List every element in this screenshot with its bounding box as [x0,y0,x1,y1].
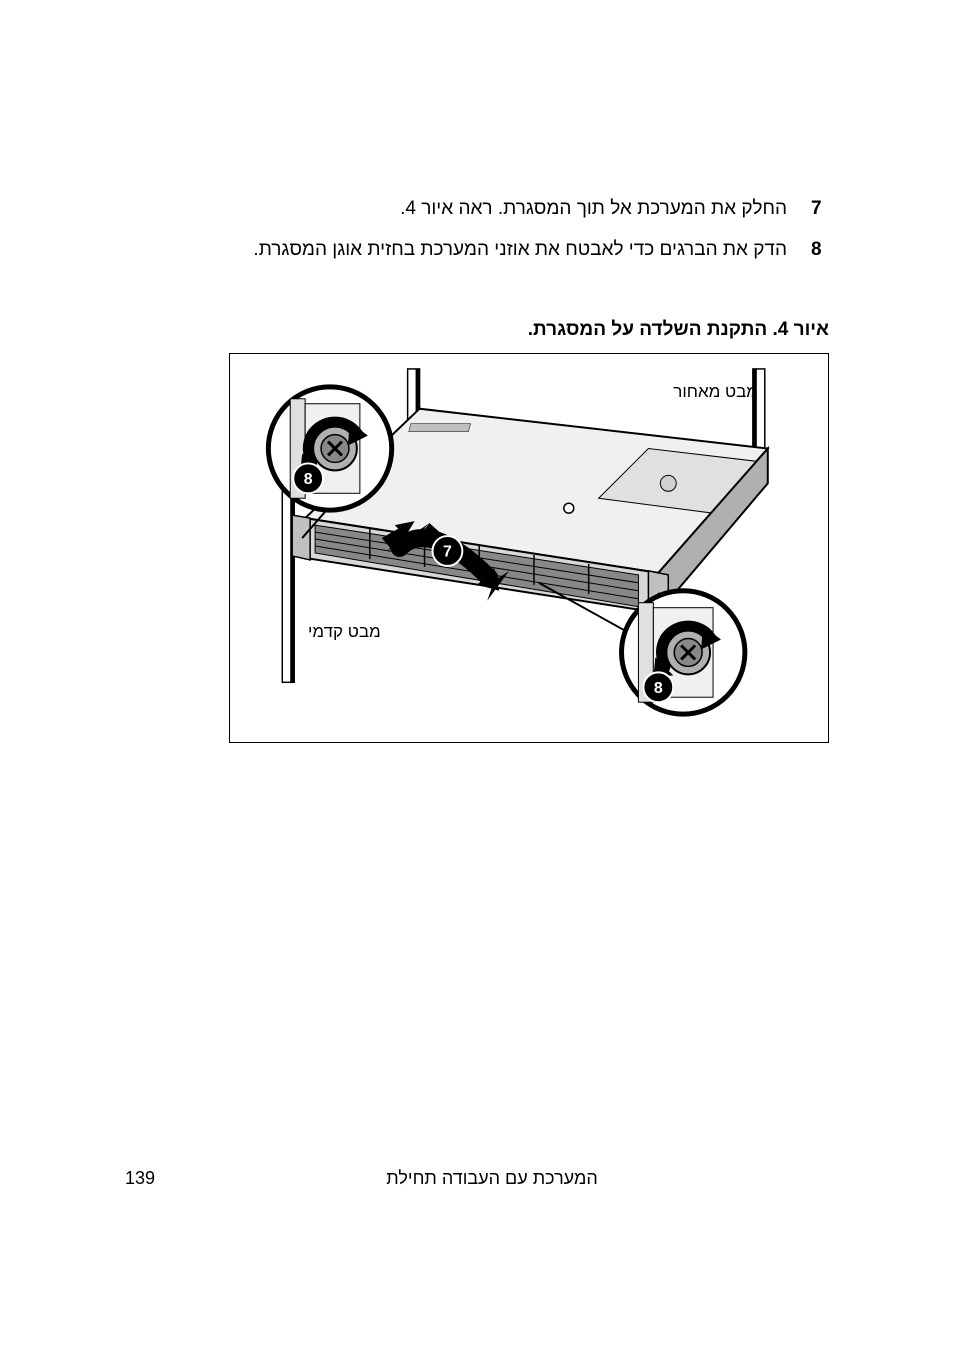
step-item: 8 הדק את הברגים כדי לאבטח את אוזני המערכ… [125,236,829,265]
callout-number: 8 [654,680,663,697]
step-number: 8 [811,236,829,265]
step-number: 7 [811,195,829,224]
footer-title: המערכת עם העבודה תחילת [346,1168,597,1189]
callout-number: 7 [443,543,452,560]
figure-caption: איור 4. התקנת השלדה על המסגרת. [125,319,829,341]
detail-circle-bottom: 8 [539,583,745,714]
step-item: 7 החלק את המערכת אל תוך המסגרת. ראה איור… [125,195,829,224]
label-front-view: מבט קדמי [308,622,381,642]
step-text: הדק את הברגים כדי לאבטח את אוזני המערכת … [125,236,787,265]
step-text: החלק את המערכת אל תוך המסגרת. ראה איור 4… [125,195,787,224]
label-back-view: מבט מאחור [673,382,758,402]
figure-container: מבט מאחור מבט קדמי [229,353,829,743]
rack-installation-diagram: 7 8 [230,354,828,742]
step-list: 7 החלק את המערכת אל תוך המסגרת. ראה איור… [125,195,829,264]
page-number: 139 [125,1168,155,1189]
callout-number: 8 [304,471,313,488]
page-footer: 139 המערכת עם העבודה תחילת [0,1168,954,1189]
page-content: 7 החלק את המערכת אל תוך המסגרת. ראה איור… [125,195,829,743]
